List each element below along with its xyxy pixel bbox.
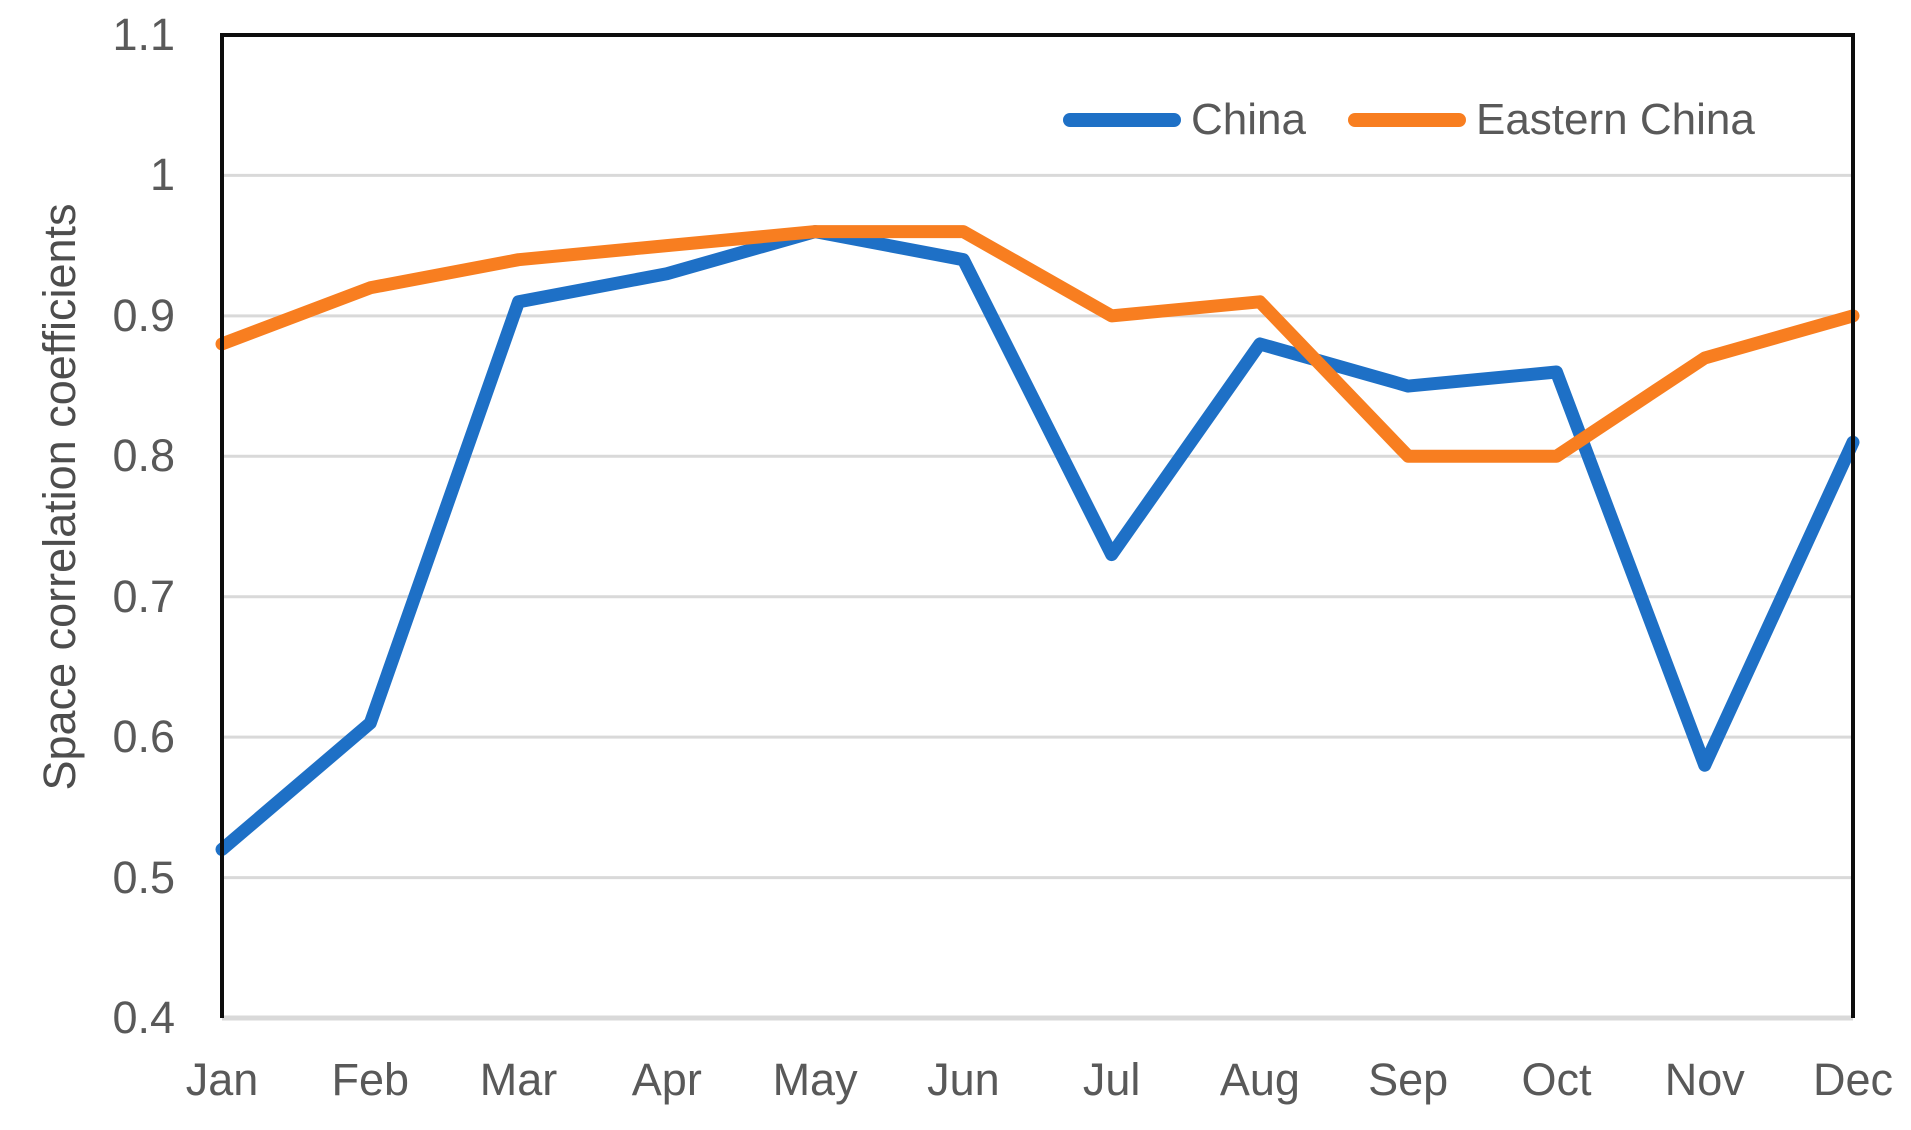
legend-label-eastern-china: Eastern China xyxy=(1475,95,1755,144)
y-tick-label: 0.7 xyxy=(112,570,175,622)
x-tick-label: Jan xyxy=(185,1054,259,1105)
x-tick-label: Oct xyxy=(1521,1054,1592,1105)
y-tick-label: 1.1 xyxy=(112,9,175,60)
y-tick-label: 0.4 xyxy=(112,992,175,1043)
x-tick-label: May xyxy=(772,1054,858,1105)
y-tick-label: 0.8 xyxy=(112,430,175,482)
y-tick-label: 0.5 xyxy=(112,851,175,903)
series-line-china xyxy=(215,225,1860,856)
y-tick-label: 0.9 xyxy=(112,289,175,341)
x-tick-label: Apr xyxy=(631,1054,702,1105)
x-tick-label: Mar xyxy=(479,1054,558,1105)
legend-label-china: China xyxy=(1191,95,1306,144)
eastern-china-line-swatch-icon xyxy=(1347,113,1466,127)
legend: China Eastern China xyxy=(1063,94,1755,146)
y-tick-label: 0.6 xyxy=(112,711,175,763)
x-tick-label: Jun xyxy=(927,1054,1000,1105)
x-tick-label: Jul xyxy=(1082,1054,1141,1105)
x-tick-label: Nov xyxy=(1664,1054,1745,1105)
x-tick-label: Dec xyxy=(1812,1054,1894,1105)
x-tick-label: Sep xyxy=(1368,1054,1449,1105)
series-line-eastern-china xyxy=(215,225,1860,463)
x-tick-label: Feb xyxy=(331,1054,410,1105)
legend-item-eastern-china: Eastern China xyxy=(1347,94,1755,146)
x-tick-label: Aug xyxy=(1219,1054,1300,1105)
china-line-swatch-icon xyxy=(1063,113,1181,127)
y-tick-label: 1 xyxy=(149,149,175,201)
legend-item-china: China xyxy=(1063,94,1306,146)
